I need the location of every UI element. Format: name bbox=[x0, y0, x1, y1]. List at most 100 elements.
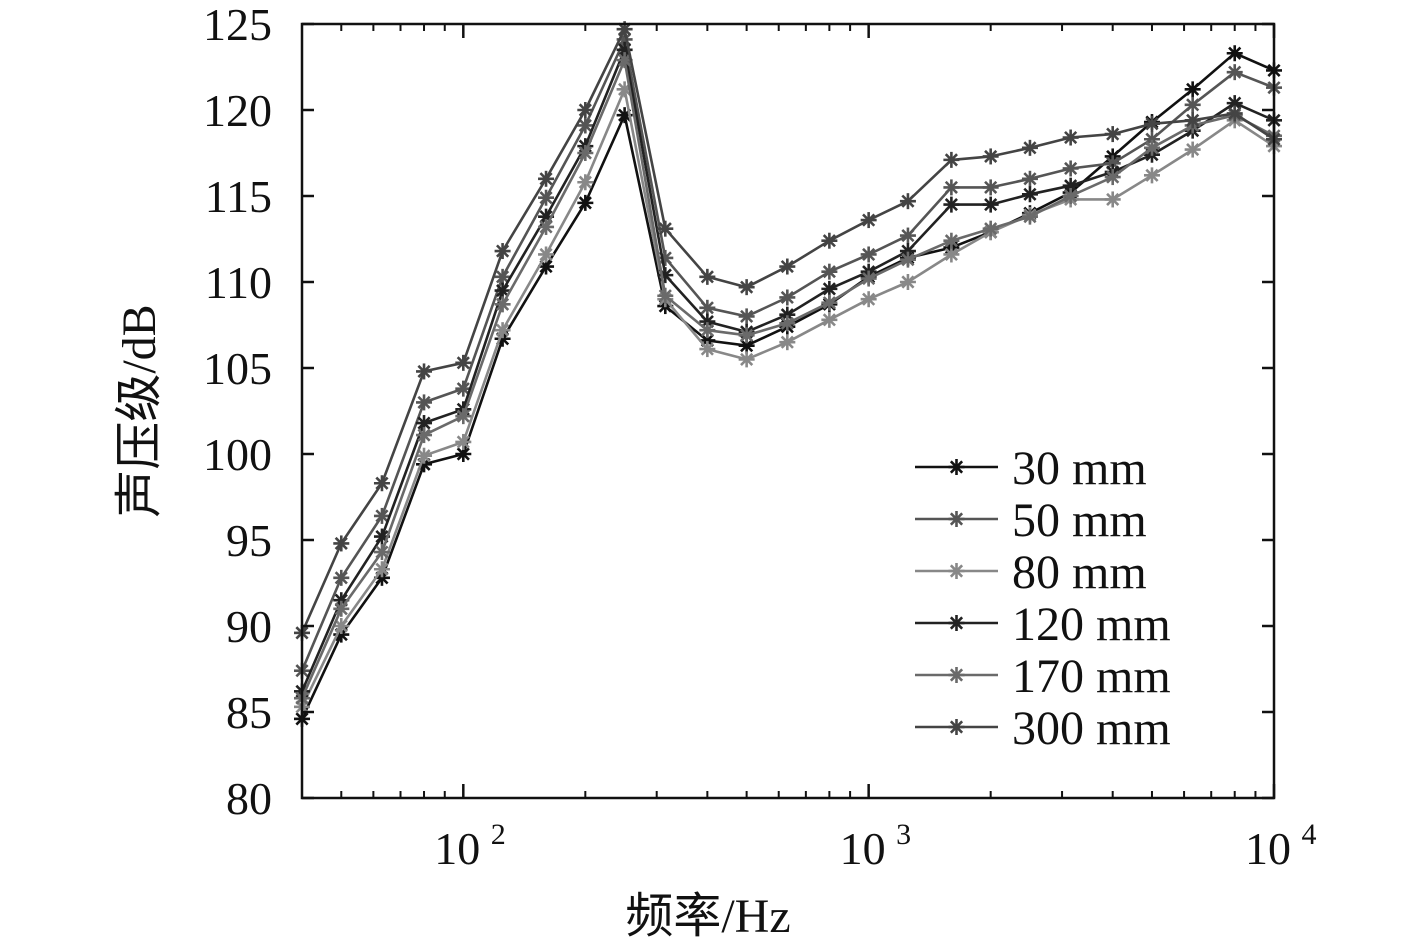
data-point bbox=[738, 279, 755, 296]
data-point bbox=[899, 274, 916, 290]
y-tick-label: 110 bbox=[205, 257, 272, 308]
data-point bbox=[699, 299, 716, 316]
data-point bbox=[1021, 208, 1038, 225]
data-point bbox=[1143, 115, 1160, 132]
data-point bbox=[779, 258, 796, 275]
data-point bbox=[860, 246, 877, 263]
data-point bbox=[1143, 167, 1160, 184]
legend-item: 80 mm bbox=[915, 546, 1147, 599]
data-point bbox=[333, 535, 350, 552]
legend-item: 50 mm bbox=[915, 494, 1147, 547]
legend-label: 120 mm bbox=[1012, 598, 1171, 651]
data-point bbox=[577, 194, 594, 211]
data-point bbox=[333, 600, 350, 617]
data-point bbox=[943, 232, 960, 249]
data-point bbox=[982, 179, 999, 196]
data-point bbox=[943, 179, 960, 196]
data-point bbox=[738, 351, 755, 368]
data-point bbox=[779, 334, 796, 351]
data-point bbox=[860, 291, 877, 308]
data-point bbox=[577, 117, 594, 134]
x-tick-label-exponent: 2 bbox=[491, 818, 506, 851]
data-point bbox=[455, 446, 472, 462]
legend-item: 30 mm bbox=[915, 442, 1147, 495]
legend-swatch-marker bbox=[948, 511, 965, 527]
data-point bbox=[860, 212, 877, 229]
data-point bbox=[416, 394, 433, 411]
data-point bbox=[373, 544, 390, 561]
data-point bbox=[1021, 139, 1038, 156]
data-point bbox=[982, 148, 999, 165]
data-point bbox=[982, 196, 999, 213]
data-point bbox=[494, 282, 511, 299]
data-point bbox=[779, 315, 796, 332]
data-point bbox=[1062, 129, 1079, 146]
data-point bbox=[821, 311, 838, 328]
y-tick-label: 125 bbox=[203, 0, 272, 50]
data-point bbox=[616, 52, 633, 69]
x-tick-label-exponent: 4 bbox=[1302, 818, 1317, 851]
data-point bbox=[821, 280, 838, 297]
data-point bbox=[538, 189, 555, 206]
y-axis-title: 声压级/dB bbox=[113, 304, 166, 517]
data-point bbox=[494, 268, 511, 285]
y-tick-label: 90 bbox=[226, 601, 272, 652]
data-point bbox=[1226, 105, 1243, 122]
data-point bbox=[738, 308, 755, 325]
data-point bbox=[899, 251, 916, 268]
data-point bbox=[1226, 45, 1243, 62]
y-tick-label: 105 bbox=[203, 343, 272, 394]
data-point bbox=[657, 287, 674, 304]
series-5 bbox=[294, 52, 1282, 707]
data-point bbox=[1184, 81, 1201, 98]
series-6 bbox=[294, 21, 1282, 641]
data-point bbox=[899, 193, 916, 210]
data-point bbox=[738, 337, 755, 354]
y-tick-label: 100 bbox=[203, 429, 272, 480]
data-point bbox=[494, 322, 511, 339]
data-point bbox=[1062, 160, 1079, 177]
data-point bbox=[494, 243, 511, 260]
data-point bbox=[333, 618, 350, 634]
data-point bbox=[455, 380, 472, 397]
data-point bbox=[1021, 170, 1038, 187]
legend-swatch-marker bbox=[948, 719, 965, 735]
data-point bbox=[982, 220, 999, 237]
data-point bbox=[699, 268, 716, 285]
y-tick-label: 85 bbox=[226, 687, 272, 738]
legend-swatch-marker bbox=[948, 563, 965, 579]
data-point bbox=[1104, 126, 1121, 143]
data-point bbox=[1143, 139, 1160, 156]
data-point bbox=[1184, 96, 1201, 113]
data-point bbox=[779, 289, 796, 306]
data-point bbox=[1104, 191, 1121, 208]
data-point bbox=[373, 561, 390, 578]
legend-item: 300 mm bbox=[915, 702, 1171, 755]
axis-ticks bbox=[301, 22, 1276, 800]
data-point bbox=[899, 227, 916, 244]
data-point bbox=[1226, 64, 1243, 81]
data-point bbox=[373, 475, 390, 492]
legend-label: 30 mm bbox=[1012, 442, 1147, 495]
x-tick-label: 10 bbox=[1245, 823, 1291, 874]
legend-item: 120 mm bbox=[915, 598, 1171, 651]
series-layer bbox=[294, 21, 1282, 727]
legend-item: 170 mm bbox=[915, 650, 1171, 703]
data-point bbox=[943, 196, 960, 213]
data-point bbox=[1104, 169, 1121, 186]
data-point bbox=[416, 447, 433, 464]
y-tick-label: 120 bbox=[203, 85, 272, 136]
x-tick-label-exponent: 3 bbox=[896, 818, 911, 851]
data-point bbox=[416, 363, 433, 380]
data-point bbox=[943, 246, 960, 263]
data-point bbox=[860, 270, 877, 287]
data-point bbox=[577, 174, 594, 191]
x-tick-label: 10 bbox=[434, 823, 480, 874]
x-tick-label: 10 bbox=[840, 823, 886, 874]
data-point bbox=[577, 102, 594, 118]
data-point bbox=[538, 170, 555, 187]
series-3 bbox=[294, 81, 1282, 715]
series-2 bbox=[294, 31, 1282, 679]
y-tick-label: 80 bbox=[226, 773, 272, 824]
